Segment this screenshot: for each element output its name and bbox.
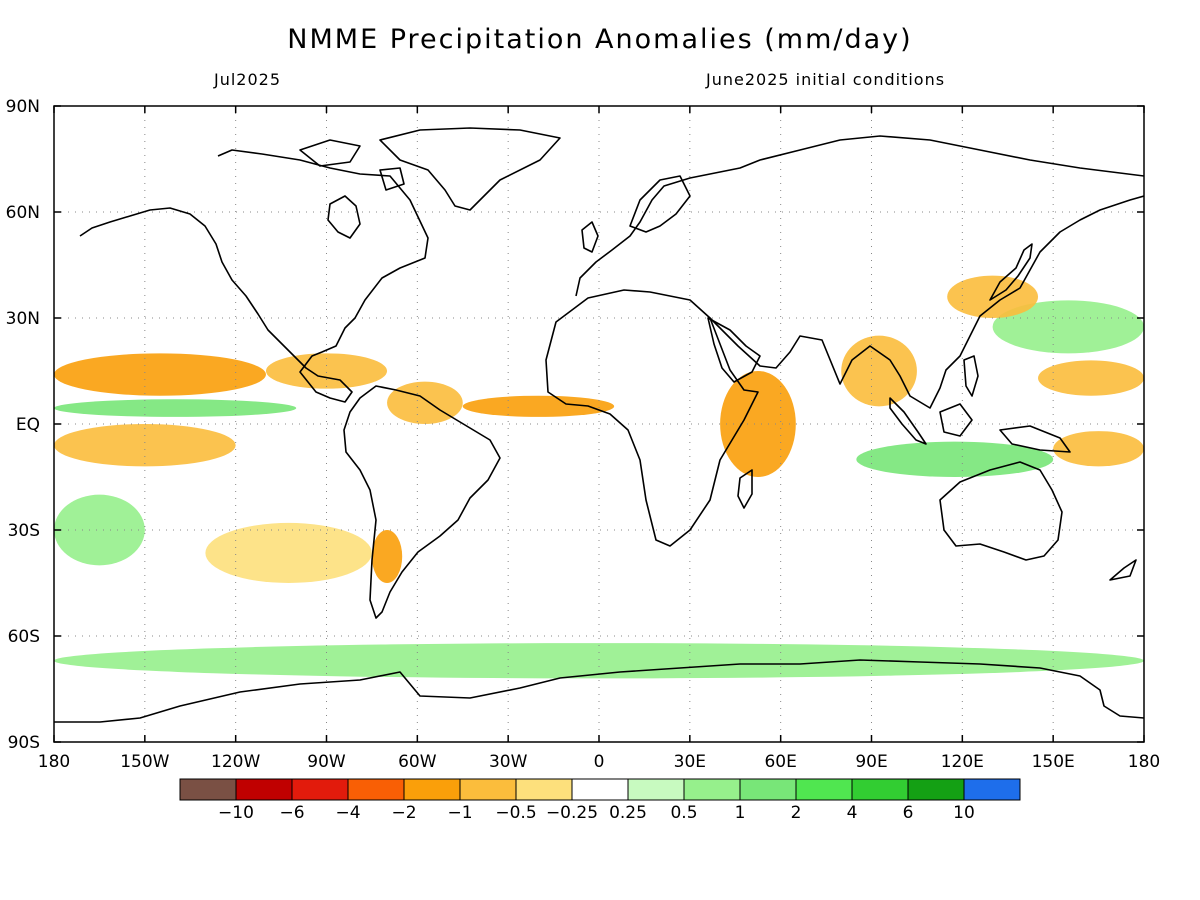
forecast-month-label: Jul2025: [214, 70, 282, 89]
x-tick-label: 60W: [398, 752, 437, 772]
anomaly-region-15: [54, 494, 145, 566]
colorbar-swatch: [907, 778, 965, 801]
colorbar-label: −4: [335, 803, 360, 823]
colorbar-swatch: [235, 778, 293, 801]
x-tick-label: 30W: [489, 752, 528, 772]
coastline-south-america: [343, 385, 501, 619]
coastline-new-guinea: [999, 425, 1071, 453]
colorbar-swatch: [179, 778, 237, 801]
colorbar-swatch: [627, 778, 685, 801]
anomaly-shading-layer: [54, 275, 1144, 679]
y-tick-label: 30S: [8, 521, 40, 541]
x-tick-label: 60E: [764, 752, 796, 772]
coastline-antarctica: [54, 659, 1144, 723]
x-tick-label: 150E: [1032, 752, 1075, 772]
colorbar-swatch: [291, 778, 349, 801]
x-tick-label: 120W: [211, 752, 260, 772]
coastline-sumatra: [889, 397, 927, 445]
y-tick-label: 30N: [6, 309, 40, 329]
coastline-borneo: [939, 403, 973, 437]
colorbar-label: 2: [791, 803, 802, 823]
colorbar: −10 −6 −4 −2 −1 −0.5 −0.25 0.25 0.5 1 2 4 6 10: [179, 778, 1021, 823]
coastline-hudson-bay: [327, 195, 361, 239]
x-tick-label: 180: [38, 752, 70, 772]
anomaly-region-3: [54, 399, 297, 417]
anomaly-region-8: [1038, 360, 1144, 396]
x-tick-label: 90W: [307, 752, 346, 772]
colorbar-label: 6: [903, 803, 914, 823]
coastline-arabia: [707, 317, 761, 383]
coastline-uk: [581, 221, 599, 253]
coastline-north-america: [79, 149, 429, 403]
coastline-japan: [989, 243, 1033, 301]
anomaly-region-6: [720, 371, 796, 477]
coastline-greenland: [379, 127, 561, 211]
anomaly-region-2: [54, 424, 236, 467]
colorbar-swatch: [851, 778, 909, 801]
colorbar-swatch: [739, 778, 797, 801]
colorbar-swatch: [347, 778, 405, 801]
coastline-europe: [575, 135, 1144, 297]
y-tick-label: 90N: [6, 97, 40, 117]
colorbar-label: 4: [847, 803, 858, 823]
colorbar-label: 0.5: [670, 803, 697, 823]
anomaly-region-16: [54, 643, 1144, 679]
coastline-arctic-islands: [299, 139, 405, 191]
anomaly-region-10: [856, 441, 1054, 478]
coastline-africa: [545, 289, 759, 547]
colorbar-swatch: [795, 778, 853, 801]
colorbar-swatch: [403, 778, 461, 801]
x-tick-label: 180: [1128, 752, 1160, 772]
colorbar-swatch: [515, 778, 573, 801]
x-tick-label: 90E: [855, 752, 887, 772]
colorbar-label: 10: [953, 803, 975, 823]
anomaly-region-7: [841, 335, 917, 407]
coastlines: [54, 127, 1144, 723]
colorbar-label: 1: [735, 803, 746, 823]
colorbar-label: 0.25: [609, 803, 647, 823]
colorbar-swatch: [683, 778, 741, 801]
colorbar-label: −6: [279, 803, 304, 823]
colorbar-label: −2: [391, 803, 416, 823]
coastline-philippines: [963, 355, 979, 397]
coastline-asia-south: [709, 195, 1144, 409]
coastline-new-zealand: [1109, 559, 1137, 581]
anomaly-region-14: [371, 530, 403, 583]
colorbar-label: −0.25: [546, 803, 598, 823]
chart-title: NMME Precipitation Anomalies (mm/day): [287, 24, 913, 55]
x-tick-label: 30E: [674, 752, 706, 772]
colorbar-swatch: [963, 778, 1021, 801]
initial-conditions-label: June2025 initial conditions: [706, 70, 946, 89]
colorbar-label: −10: [218, 803, 254, 823]
colorbar-label: −0.5: [495, 803, 536, 823]
anomaly-region-13: [205, 522, 372, 583]
anomaly-region-11: [992, 300, 1144, 354]
coastline-scandinavia: [629, 175, 691, 233]
anomaly-region-0: [54, 353, 266, 396]
y-tick-label: 90S: [8, 733, 40, 753]
colorbar-swatch: [571, 778, 629, 801]
x-tick-label: 120E: [941, 752, 984, 772]
axis-ticks: 180 150W 120W 90W 60W 30W 0 30E 60E 90E 120E 150E 18…: [6, 97, 1161, 772]
x-tick-label: 150W: [120, 752, 169, 772]
anomaly-region-5: [462, 395, 615, 417]
anomaly-region-1: [265, 353, 388, 389]
colorbar-swatch: [459, 778, 517, 801]
y-tick-label: 60S: [8, 627, 40, 647]
x-tick-label: 0: [594, 752, 605, 772]
colorbar-label: −1: [447, 803, 472, 823]
coastline-madagascar: [737, 469, 753, 509]
anomaly-region-9: [1053, 431, 1144, 467]
y-tick-label: 60N: [6, 203, 40, 223]
coastline-australia: [939, 461, 1063, 561]
y-tick-label: EQ: [16, 415, 40, 435]
